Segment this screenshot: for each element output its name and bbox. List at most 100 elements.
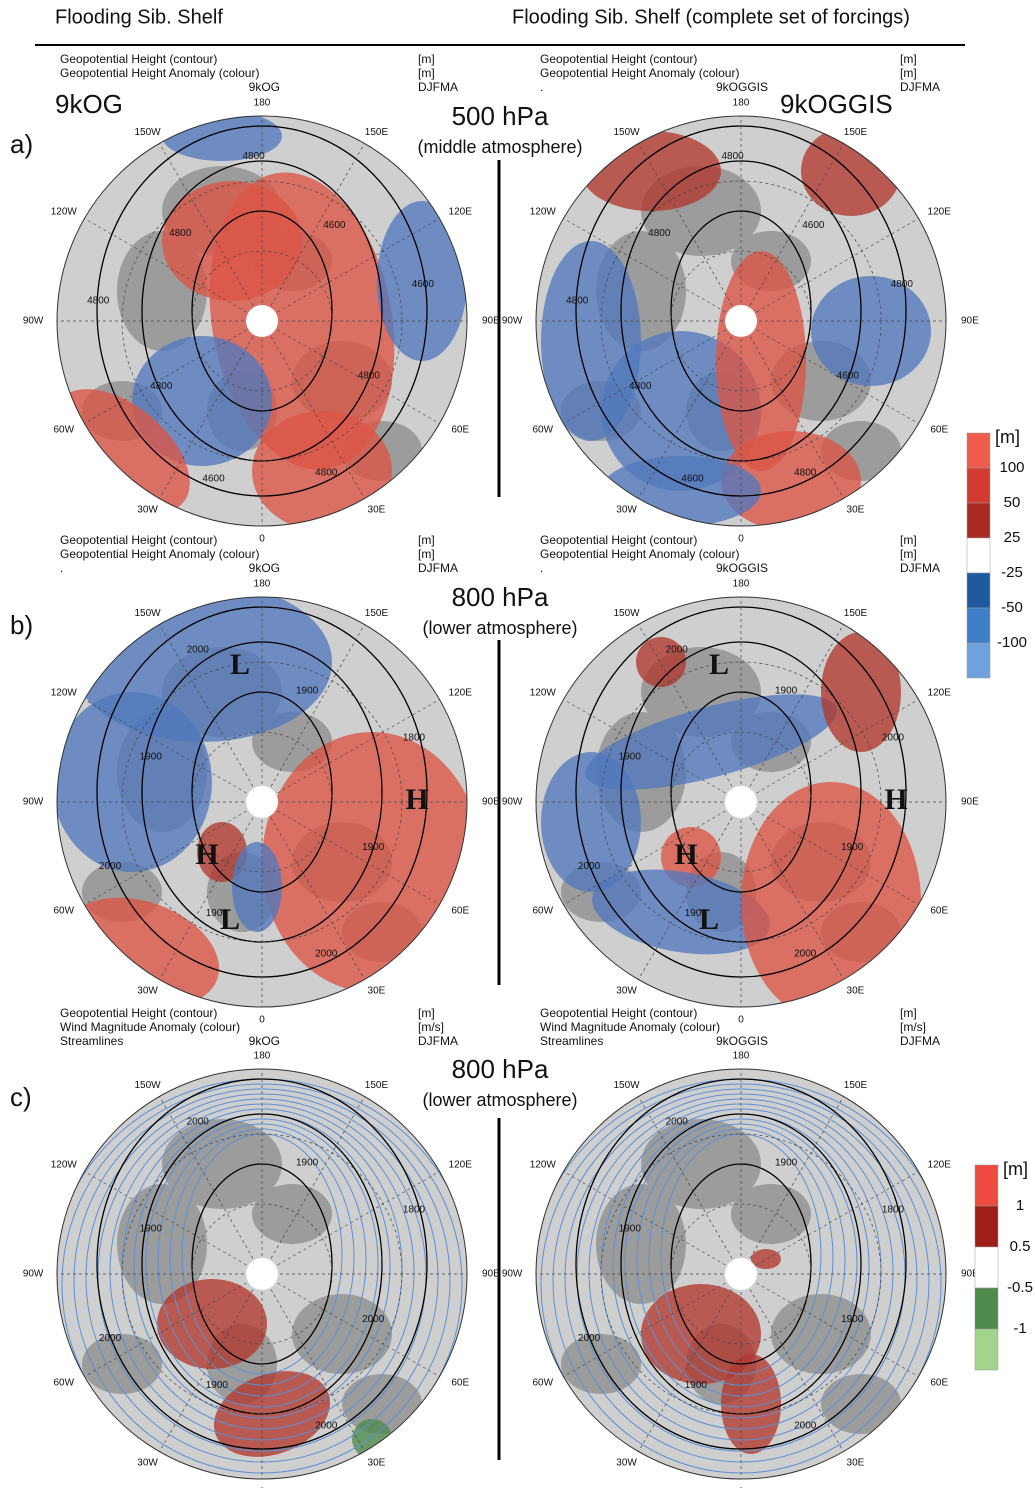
colorbar-box xyxy=(974,1205,999,1248)
contour-label: 1900 xyxy=(140,752,163,763)
longitude-label: 60E xyxy=(451,1378,469,1389)
longitude-label: 180 xyxy=(733,98,750,109)
colorbar-label: 100 xyxy=(999,459,1024,476)
meta-text: . xyxy=(60,561,63,575)
pole xyxy=(246,305,278,337)
colorbar-label: -1 xyxy=(1013,1320,1026,1337)
layer: (lower atmosphere) xyxy=(422,1090,577,1110)
row-label: c) xyxy=(10,1082,32,1112)
land xyxy=(561,1334,641,1394)
map-border xyxy=(56,115,468,527)
contour-label: 4600 xyxy=(323,220,346,231)
layer: (middle atmosphere) xyxy=(417,137,582,157)
meridian xyxy=(159,624,263,803)
colorbar-label: 25 xyxy=(1004,529,1021,546)
meta-text: Wind Magnitude Anomaly (colour) xyxy=(60,1020,240,1034)
colorbar-box xyxy=(974,1246,999,1289)
meridian xyxy=(563,801,742,905)
longitude-label: 30W xyxy=(137,1457,158,1468)
meta-text: . xyxy=(540,80,543,94)
contour-label: 4800 xyxy=(794,468,817,479)
contour-label: 2000 xyxy=(666,1117,689,1128)
contour-label: 1900 xyxy=(296,685,319,696)
longitude-label: 150E xyxy=(365,127,389,138)
longitude-label: 90W xyxy=(23,316,44,327)
streamline xyxy=(61,1083,463,1479)
meridian xyxy=(740,1273,844,1452)
meta-text: Wind Magnitude Anomaly (colour) xyxy=(540,1020,720,1034)
longitude-label: 90W xyxy=(502,797,523,808)
longitude-label: 90E xyxy=(482,797,500,808)
meta-unit: [m] xyxy=(418,1006,435,1020)
longitude-label: 60W xyxy=(53,1378,74,1389)
meridian xyxy=(740,801,844,980)
land xyxy=(292,1294,392,1374)
meta-season: DJFMA xyxy=(418,80,458,94)
longitude-label: 0 xyxy=(738,1487,744,1488)
contour-label: 2000 xyxy=(362,1314,385,1325)
contour-label: 2000 xyxy=(315,1421,338,1432)
meridian xyxy=(740,320,844,499)
meridian xyxy=(159,1273,263,1452)
meta-text: Geopotential Height Anomaly (colour) xyxy=(540,66,739,80)
longitude-label: 30W xyxy=(137,504,158,515)
anomaly xyxy=(592,869,770,955)
meta-text: Geopotential Height (contour) xyxy=(540,52,697,66)
colorbar-box xyxy=(966,607,991,644)
pressure-center: L xyxy=(220,903,240,936)
meta-unit: [m] xyxy=(418,547,435,561)
meridian xyxy=(740,1273,919,1377)
meta-run: 9kOG xyxy=(249,1034,280,1048)
level: 800 hPa xyxy=(452,1054,549,1084)
colorbar-box xyxy=(966,572,991,609)
longitude-label: 150W xyxy=(134,127,161,138)
longitude-label: 30E xyxy=(368,985,386,996)
contour-label: 4600 xyxy=(681,473,704,484)
meridian xyxy=(638,1096,742,1275)
longitude-label: 90W xyxy=(502,316,523,327)
land xyxy=(771,1294,871,1374)
meridian xyxy=(261,143,365,322)
layer: (lower atmosphere) xyxy=(422,618,577,638)
pressure-center: L xyxy=(709,648,729,681)
anomaly xyxy=(636,637,686,687)
header-right: Flooding Sib. Shelf (complete set of for… xyxy=(512,6,910,28)
meta-unit: [m/s] xyxy=(900,1020,926,1034)
contour-label: 1900 xyxy=(362,842,385,853)
anomaly xyxy=(541,752,641,892)
contour-label: 4800 xyxy=(566,295,589,306)
contour-label: 2000 xyxy=(578,1333,601,1344)
anomaly xyxy=(821,632,901,752)
meta-run: 9kOG xyxy=(249,80,280,94)
contour-label: 4600 xyxy=(837,370,860,381)
longitude-label: 120E xyxy=(449,207,473,218)
colorbar-unit: [m] xyxy=(1003,1159,1028,1179)
colorbar-label: -100 xyxy=(997,634,1027,651)
longitude-label: 30W xyxy=(137,985,158,996)
longitude-label: 120W xyxy=(51,688,78,699)
contour-label: 1900 xyxy=(619,1224,642,1235)
pressure-center: L xyxy=(230,648,250,681)
colorbar-box xyxy=(966,642,991,679)
longitude-label: 120W xyxy=(530,688,557,699)
longitude-label: 30W xyxy=(616,985,637,996)
contour-label: 1900 xyxy=(296,1157,319,1168)
pole xyxy=(246,1258,278,1290)
anomaly xyxy=(641,1284,761,1384)
header-left: Flooding Sib. Shelf xyxy=(55,6,223,28)
longitude-label: 120E xyxy=(928,1160,952,1171)
contour-label: 1800 xyxy=(403,1204,426,1215)
longitude-label: 60E xyxy=(930,906,948,917)
meridian xyxy=(261,1273,440,1377)
latitude xyxy=(670,250,812,392)
longitude-label: 30W xyxy=(616,1457,637,1468)
meridian xyxy=(563,699,742,803)
meridian xyxy=(563,320,742,424)
contour-label: 1900 xyxy=(206,1380,229,1391)
row-label: a) xyxy=(10,129,33,159)
level: 800 hPa xyxy=(452,582,549,612)
anomaly xyxy=(57,692,212,872)
contour-label: 2000 xyxy=(666,645,689,656)
land xyxy=(82,1334,162,1394)
longitude-label: 180 xyxy=(254,1051,271,1062)
